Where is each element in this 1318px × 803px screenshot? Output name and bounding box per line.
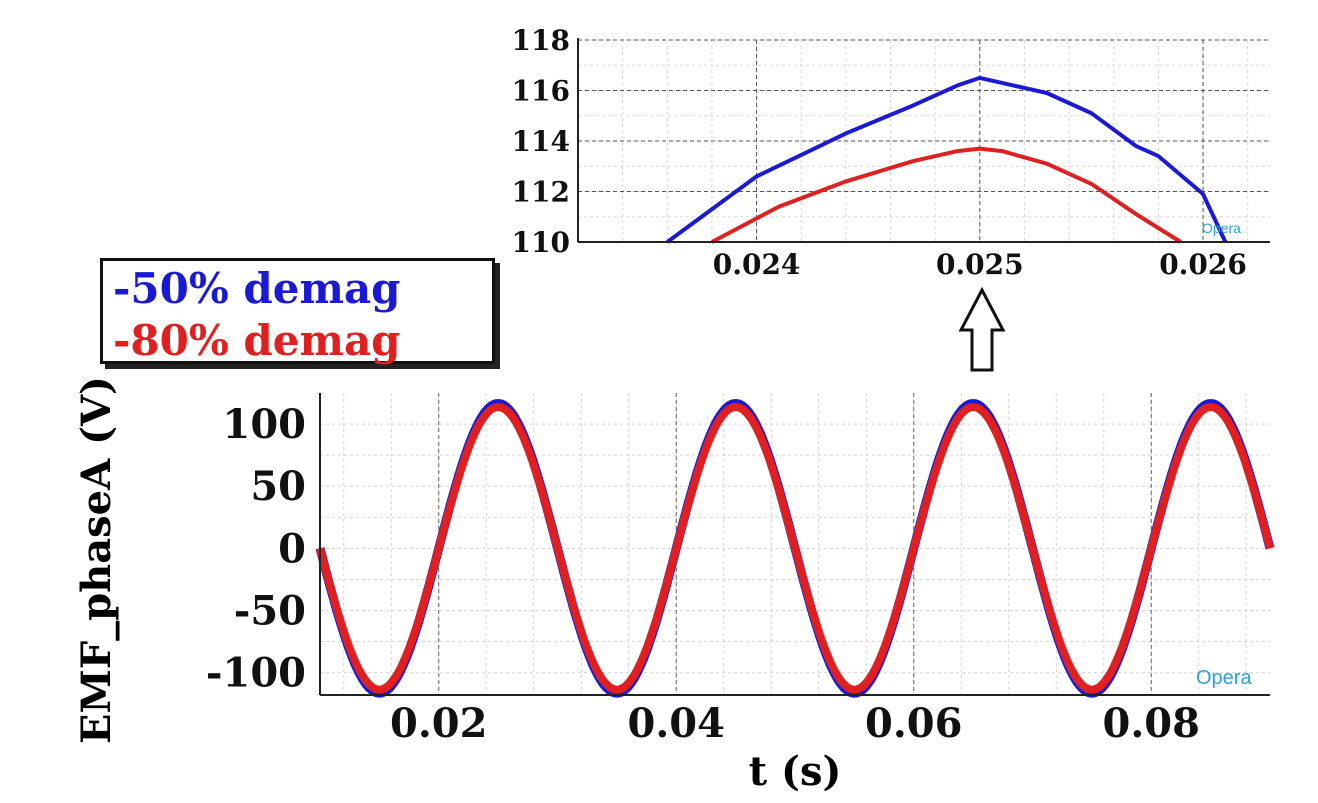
zoom-x-tick-labels: 0.024 0.025 0.026 xyxy=(713,248,1247,281)
main-x-tick-label: 0.04 xyxy=(628,700,725,747)
main-watermark: Opera xyxy=(1196,667,1252,689)
main-chart: 100 50 0 -50 -100 0.02 0.04 0.06 0.08 Opera t (… xyxy=(73,376,1275,795)
main-y-tick-label: 0 xyxy=(278,525,306,572)
main-gridlines xyxy=(320,393,1270,695)
main-y-tick-label: 50 xyxy=(250,463,306,510)
zoom-y-tick-labels: 110 112 114 116 118 xyxy=(512,24,570,259)
zoom-series-line-1 xyxy=(666,75,1228,244)
legend-item-80-demag: -80% demag xyxy=(113,316,401,365)
zoom-x-tick-label: 0.025 xyxy=(936,248,1024,281)
main-x-axis-label: t (s) xyxy=(749,748,842,795)
legend: -50% demag -80% demag xyxy=(100,258,495,365)
zoom-series-line-2 xyxy=(710,146,1182,244)
up-arrow-icon xyxy=(958,286,1006,372)
zoom-gridlines xyxy=(578,39,1270,243)
zoom-x-tick-label: 0.026 xyxy=(1159,248,1247,281)
main-x-tick-label: 0.02 xyxy=(390,700,487,747)
main-y-axis-label: EMF_phaseA (V) xyxy=(73,376,120,744)
zoom-chart: 110 112 114 116 118 0.024 0.025 0.026 Opera xyxy=(512,24,1270,281)
zoom-y-tick-label: 110 xyxy=(512,226,570,259)
zoom-y-tick-label: 118 xyxy=(512,24,570,57)
legend-item-50-demag: -50% demag xyxy=(113,264,401,313)
main-y-tick-label: -100 xyxy=(206,650,306,697)
zoom-y-tick-label: 112 xyxy=(512,176,570,209)
zoom-watermark: Opera xyxy=(1202,220,1241,236)
zoom-x-tick-label: 0.024 xyxy=(713,248,801,281)
main-y-tick-label: -50 xyxy=(234,587,306,634)
zoom-series-group xyxy=(666,75,1228,244)
zoom-y-tick-label: 114 xyxy=(512,125,570,158)
main-series-line-2 xyxy=(316,403,1274,694)
main-y-tick-label: 100 xyxy=(223,401,307,448)
main-x-tick-label: 0.06 xyxy=(865,700,962,747)
zoom-y-tick-label: 116 xyxy=(512,75,570,108)
main-x-tick-label: 0.08 xyxy=(1103,700,1200,747)
main-series-group xyxy=(315,399,1275,698)
main-x-tick-labels: 0.02 0.04 0.06 0.08 xyxy=(390,700,1200,747)
main-y-tick-labels: 100 50 0 -50 -100 xyxy=(206,401,306,697)
